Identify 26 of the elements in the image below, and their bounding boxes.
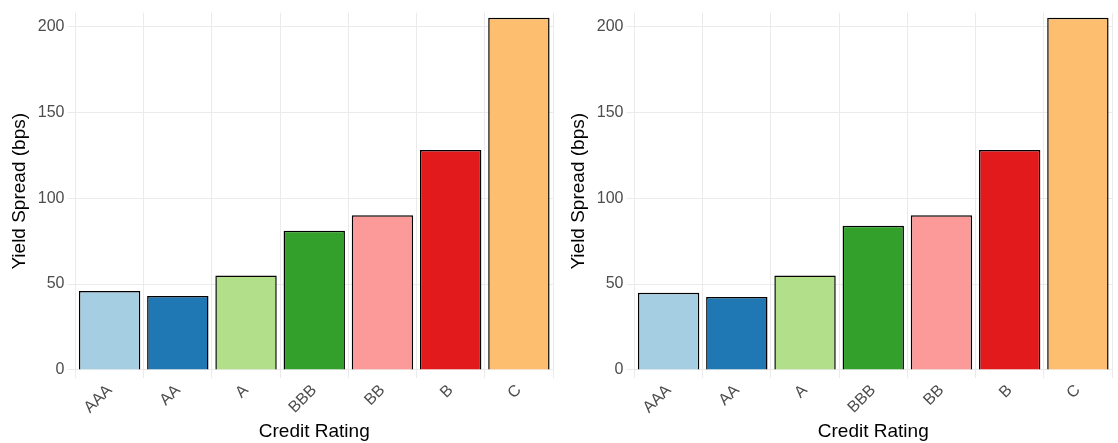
y-axis-title: Yield Spread (bps): [7, 112, 29, 270]
y-tick-label: 0: [55, 360, 65, 378]
x-axis-title: Credit Rating: [817, 419, 929, 441]
x-tick-label: C: [1062, 380, 1084, 402]
x-tick-label: AAA: [80, 380, 116, 416]
x-tick-label: C: [503, 380, 525, 402]
x-tick-label: B: [436, 380, 456, 401]
y-tick-label: 100: [37, 188, 65, 206]
y-tick-label: 150: [596, 102, 624, 120]
x-axis-title: Credit Rating: [258, 419, 370, 441]
x-tick-label: B: [995, 380, 1015, 401]
y-tick-label: 200: [37, 16, 65, 34]
x-tick-label: A: [231, 380, 252, 401]
y-tick-label: 100: [596, 188, 624, 206]
x-tick-label: AA: [155, 380, 184, 409]
x-tick-label: BB: [919, 380, 947, 409]
y-tick-label: 150: [37, 102, 65, 120]
y-axis-title: Yield Spread (bps): [566, 112, 588, 270]
y-tick-label: 200: [596, 16, 624, 34]
y-tick-label: 0: [614, 360, 624, 378]
y-tick-label: 50: [46, 274, 65, 292]
x-tick-label: AAA: [639, 380, 675, 416]
x-tick-label: BB: [360, 380, 388, 409]
x-tick-label: AA: [714, 380, 743, 409]
y-tick-label: 50: [605, 274, 624, 292]
x-tick-label: A: [790, 380, 811, 401]
